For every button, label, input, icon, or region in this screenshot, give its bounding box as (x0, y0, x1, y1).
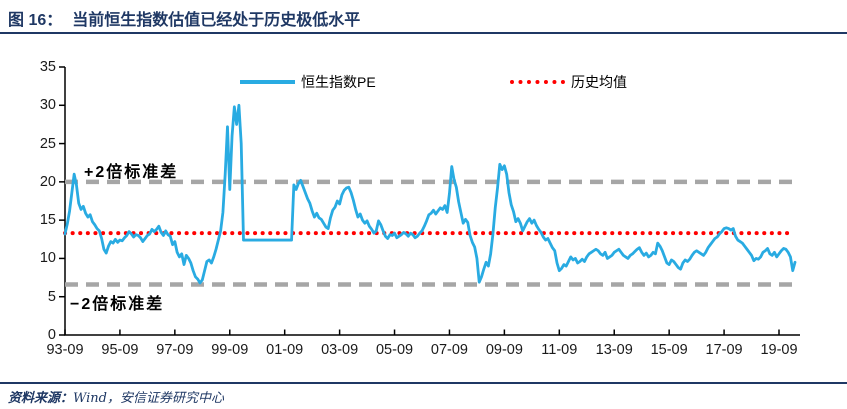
pe-line (63, 103, 797, 285)
legend-item-mean: 历史均值 (510, 72, 627, 92)
y-tick-label: 0 (47, 327, 56, 343)
footer-divider (0, 382, 847, 384)
axis-lines (64, 67, 800, 336)
x-tick-label: 19-09 (760, 342, 798, 358)
x-tick-label: 05-09 (375, 342, 414, 358)
y-tick-label: 5 (47, 288, 56, 305)
x-tick-label: 09-09 (485, 342, 523, 358)
x-tick-label: 11-09 (541, 342, 578, 358)
red-dotted-swatch-icon (510, 80, 565, 84)
source-label: 资料来源： (8, 391, 74, 406)
blue-line-swatch-icon (240, 80, 295, 84)
figure-number: 图 16： (8, 12, 63, 29)
x-tick-label: 99-09 (211, 342, 249, 358)
x-tick-label: 07-09 (430, 342, 468, 358)
chart-title: 图 16： 当前恒生指数估值已经处于历史极低水平 (8, 6, 360, 30)
x-tick-label: 97-09 (156, 342, 194, 358)
source-text: Wind，安信证券研究中心 (73, 391, 225, 406)
y-tick-label: 30 (39, 97, 56, 114)
y-tick-label: 20 (39, 173, 56, 190)
upper-band-annotation: +2倍标准差 (84, 164, 179, 181)
chart-title-text: 当前恒生指数估值已经处于历史极低水平 (72, 12, 361, 29)
x-tick-label: 13-09 (595, 342, 633, 358)
source-note: 资料来源：Wind，安信证券研究中心 (8, 387, 224, 406)
x-tick-label: 03-09 (321, 342, 359, 358)
legend-label-mean: 历史均值 (571, 74, 627, 90)
x-tick-label: 17-09 (705, 342, 743, 358)
legend-item-hsi-pe: 恒生指数PE (240, 72, 376, 92)
lower-band-annotation: −2倍标准差 (70, 296, 165, 313)
title-divider (0, 32, 847, 34)
x-tick-label: 01-09 (266, 342, 304, 358)
x-tick-label: 15-09 (650, 342, 688, 358)
x-tick-label: 93-09 (46, 342, 84, 358)
y-tick-label: 10 (39, 250, 56, 267)
y-tick-label: 35 (39, 59, 56, 75)
y-tick-label: 25 (39, 135, 56, 152)
y-tick-label: 15 (39, 212, 56, 229)
legend-label-hsi-pe: 恒生指数PE (301, 74, 376, 90)
x-tick-label: 95-09 (101, 342, 139, 358)
